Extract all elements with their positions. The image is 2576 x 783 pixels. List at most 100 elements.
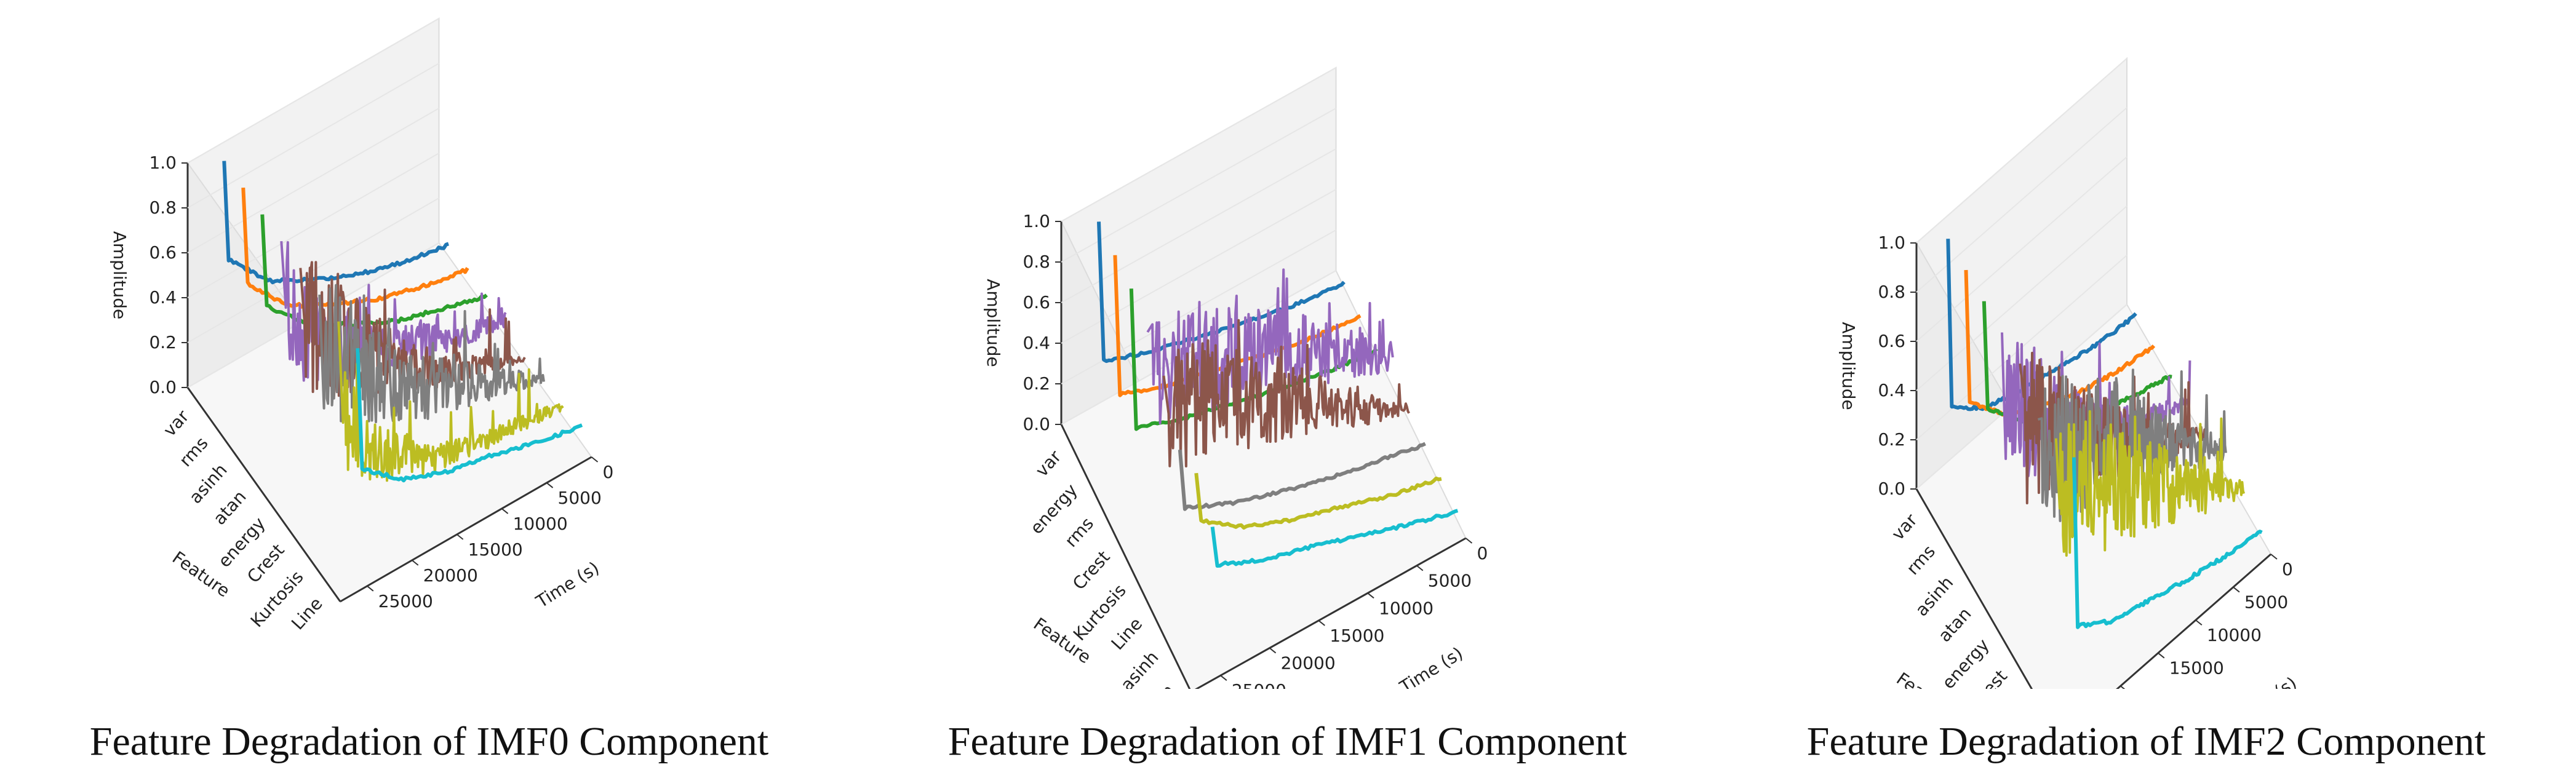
z-tick-label: 1.0 [149, 153, 177, 173]
time-axis-line [340, 456, 592, 603]
feature-tick-label: Line [1107, 614, 1147, 654]
z-axis-label: Amplitude [110, 231, 130, 320]
time-axis-line [1194, 537, 1467, 689]
chart-caption-imf1: Feature Degradation of IMF1 Component [947, 719, 1627, 764]
feature-tick-label: atan [1138, 680, 1179, 689]
time-tick-label: 5000 [558, 488, 602, 508]
time-tick [2195, 619, 2203, 626]
z-gridline [1061, 108, 1336, 263]
series-group [1097, 221, 1459, 568]
feature-axis-line [1915, 488, 2033, 689]
z-tick-label: 1.0 [1878, 233, 1905, 253]
z-axis-label: Amplitude [1838, 322, 1859, 410]
series-line [260, 214, 488, 328]
feature-tick-label: rms [1061, 514, 1098, 551]
time-tick [1318, 620, 1325, 626]
feature-tick-label: atan [209, 487, 250, 529]
time-tick [367, 586, 374, 592]
z-gridline [187, 153, 439, 298]
time-tick [2233, 586, 2240, 593]
chart-imf1: 0.00.20.40.60.81.0AmplitudevarenergyrmsC… [983, 66, 1488, 689]
feature-tick-label: var [1032, 446, 1066, 480]
time-tick [2270, 554, 2278, 560]
z-gridline [187, 197, 439, 343]
series-group [1946, 239, 2263, 629]
z-tick-label: 0.8 [1023, 252, 1050, 272]
feature-tick-label: asinh [1117, 647, 1163, 689]
series-group [222, 161, 583, 483]
z-tick-label: 0.2 [1023, 373, 1050, 394]
feature-tick-label: Line [287, 594, 327, 634]
time-tick-label: 0 [603, 462, 614, 482]
z-tick-label: 0.4 [1023, 333, 1050, 353]
feature-tick-label: var [1888, 510, 1921, 544]
time-tick [457, 534, 464, 540]
time-tick [1269, 647, 1277, 654]
z-tick-label: 0.6 [1023, 292, 1050, 312]
z-tick-label: 0.8 [149, 197, 177, 218]
time-tick-label: 15000 [468, 539, 523, 560]
z-tick-label: 0.0 [149, 377, 177, 397]
feature-tick-label: Crest [1069, 547, 1114, 594]
time-tick [1465, 538, 1473, 544]
chart-panel-imf2: 0.0 0.2 0.4 0.6 0.8 1.0 Amplitude var rms asinh at… [1717, 0, 2576, 783]
z-axis-label: Amplitude [983, 279, 1003, 367]
series-line [356, 348, 583, 483]
time-tick-label: 5000 [2244, 592, 2288, 613]
z-tick-label: 0.4 [149, 287, 177, 308]
time-tick-label: 10000 [513, 514, 568, 534]
z-axis: 0.0 0.2 0.4 0.6 0.8 1.0 Amplitude [110, 18, 439, 397]
time-tick [412, 560, 419, 566]
chart-imf0: 0.00.20.40.60.81.0Amplitudevarrmsasinhat… [110, 17, 614, 634]
z-axis: 0.0 0.2 0.4 0.6 0.8 1.0 Amplitude [983, 67, 1336, 434]
time-tick-label: 15000 [2169, 658, 2224, 678]
time-tick [2158, 652, 2165, 659]
time-axis-label: Time (s) [1396, 643, 1467, 689]
series-line [1162, 319, 1410, 467]
chart-imf2: 0.0 0.2 0.4 0.6 0.8 1.0 Amplitude varrmsasinhat… [1838, 57, 2300, 689]
series-line [2037, 368, 2227, 522]
z-tick-label: 0.2 [1878, 429, 1905, 450]
chart-caption-imf2: Feature Degradation of IMF2 Component [1806, 719, 2486, 764]
feature-tick-label: atan [1934, 603, 1976, 646]
chart-caption-imf0: Feature Degradation of IMF0 Component [89, 719, 769, 764]
time-tick [1220, 675, 1227, 681]
chart-panel-imf0: 0.0 0.2 0.4 0.6 0.8 1.0 Amplitude var rms asinh at… [0, 0, 858, 783]
z-gridline [1916, 156, 2127, 342]
time-tick-label: 10000 [2207, 625, 2262, 645]
z-gridline [1061, 67, 1336, 222]
z-tick-label: 0.2 [149, 332, 177, 352]
time-tick [591, 456, 599, 463]
series-line [1097, 221, 1346, 364]
time-tick-label: 10000 [1379, 598, 1434, 618]
z-gridline [1916, 107, 2127, 293]
z-tick-label: 0.6 [149, 242, 177, 263]
series-line [337, 321, 564, 482]
time-tick-label: 25000 [378, 591, 433, 611]
feature-tick-label: var [159, 406, 193, 440]
z-tick-label: 0.0 [1023, 414, 1050, 434]
time-tick-label: 0 [2282, 559, 2293, 579]
time-tick [501, 508, 509, 514]
feature-tick-label: rms [1902, 541, 1939, 579]
time-tick-label: 20000 [1281, 653, 1336, 674]
time-tick-label: 0 [1477, 543, 1488, 563]
chart-panel-imf1: 0.0 0.2 0.4 0.6 0.8 1.0 Amplitude var energy rms C… [858, 0, 1717, 783]
z-gridline [1061, 148, 1336, 303]
time-tick-label: 5000 [1428, 571, 1472, 591]
series-line [299, 261, 526, 399]
time-tick [2120, 685, 2126, 689]
z-gridline [1061, 189, 1336, 344]
time-tick-label: 15000 [1330, 626, 1384, 646]
z-tick-label: 1.0 [1023, 211, 1050, 231]
series-line [2054, 410, 2246, 557]
z-gridline [1916, 58, 2127, 244]
time-tick [1367, 592, 1374, 599]
series-line [1178, 442, 1426, 511]
series-line [1210, 509, 1459, 568]
feature-tick-label: rms [175, 433, 212, 471]
z-gridline [187, 108, 439, 253]
time-tick-label: 20000 [423, 565, 478, 586]
z-gridline [187, 63, 439, 209]
series-line [1146, 268, 1394, 425]
